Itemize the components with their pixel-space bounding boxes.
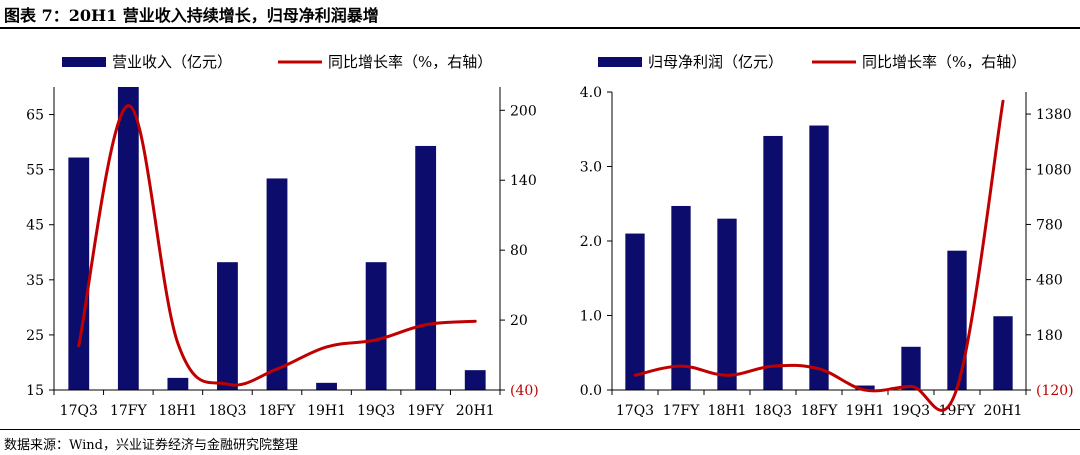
right-tick-label: 1080: [1036, 162, 1072, 178]
left-tick-label: 25: [26, 328, 44, 344]
bar: [717, 218, 737, 390]
x-tick-label: 20H1: [456, 403, 495, 419]
left-tick-label: 0.0: [580, 383, 602, 399]
left-tick-label: 65: [26, 108, 44, 124]
right-tick-label: 780: [1036, 217, 1063, 233]
x-tick-label: 18Q3: [208, 403, 246, 419]
net-profit-chart: 归母净利润（亿元） 同比增长率（%，右轴） 0.0 1.0 2.0 3.0 4.0 (120)…: [580, 53, 1074, 419]
bar: [809, 125, 829, 391]
left-tick-label: 55: [26, 163, 44, 179]
legend: 归母净利润（亿元） 同比增长率（%，右轴）: [598, 53, 1026, 71]
right-tick-label: (40): [510, 383, 539, 399]
x-tick-label: 18Q3: [754, 403, 792, 419]
x-tick-label: 17Q3: [60, 403, 98, 419]
x-tick-label: 18FY: [801, 403, 839, 419]
left-tick-label: 4.0: [580, 85, 602, 101]
bar: [266, 178, 288, 390]
bar: [763, 135, 783, 390]
x-tick-label: 19H1: [307, 403, 346, 419]
right-tick-label: 140: [510, 173, 537, 189]
figure-title: 图表 7：20H1 营业收入持续增长，归母净利润暴增: [4, 6, 379, 25]
title-rule: [0, 27, 1080, 29]
x-tick-label: 18FY: [259, 403, 297, 419]
left-tick-label: 15: [26, 383, 44, 399]
axes: 0.0 1.0 2.0 3.0 4.0 (120) 180 480 780 1080 1380 17Q…: [580, 85, 1074, 419]
bar: [167, 377, 189, 390]
bar: [901, 346, 921, 390]
x-tick-label: 19Q3: [892, 403, 930, 419]
bar: [316, 382, 337, 390]
x-tick-label: 18H1: [158, 403, 197, 419]
legend-line-label: 同比增长率（%，右轴）: [328, 53, 492, 71]
bar: [993, 316, 1013, 390]
x-tick-label: 17FY: [110, 403, 148, 419]
bar-series: [625, 125, 1013, 391]
bar: [855, 385, 875, 390]
revenue-chart: 营业收入（亿元） 同比增长率（%，右轴）152535455565(40)20801…: [26, 53, 539, 419]
bar: [947, 250, 967, 390]
growth-line-series: [633, 99, 1005, 412]
legend-line-label: 同比增长率（%，右轴）: [862, 53, 1026, 71]
left-tick-label: 2.0: [580, 234, 602, 250]
legend-bar-swatch: [598, 57, 642, 67]
legend-bar-swatch: [62, 57, 106, 67]
bar: [671, 205, 691, 390]
right-tick-label: (120): [1036, 383, 1074, 399]
axes: 15 25 35 45 55 65 (40) 20 80 140 200 17Q3 17FY 18H1 18…: [26, 87, 539, 419]
x-tick-label: 19FY: [407, 403, 445, 419]
right-tick-label: 480: [1036, 273, 1063, 289]
right-tick-label: 80: [510, 243, 528, 259]
legend-bar-label: 营业收入（亿元）: [112, 53, 232, 71]
bar: [365, 262, 387, 390]
bar: [217, 262, 238, 390]
right-tick-label: 1380: [1036, 107, 1072, 123]
left-tick-label: 1.0: [580, 309, 602, 325]
x-tick-label: 19H1: [846, 403, 885, 419]
right-tick-label: 20: [510, 313, 528, 329]
left-tick-label: 45: [26, 218, 44, 234]
bar: [415, 145, 437, 390]
x-tick-label: 17FY: [663, 403, 701, 419]
source-note: 数据来源：Wind，兴业证券经济与金融研究院整理: [4, 438, 298, 453]
bar: [625, 233, 645, 390]
x-tick-label: 17Q3: [616, 403, 654, 419]
growth-line-series: [77, 104, 477, 387]
bar: [68, 157, 90, 390]
bar: [117, 87, 139, 390]
left-tick-label: 35: [26, 273, 44, 289]
bar-series: [68, 87, 486, 390]
right-tick-label: 180: [1036, 328, 1063, 344]
legend-bar-label: 归母净利润（亿元）: [648, 53, 783, 71]
x-tick-label: 20H1: [984, 403, 1023, 419]
bar: [464, 370, 486, 390]
left-tick-label: 3.0: [580, 160, 602, 176]
source-rule: [0, 429, 1080, 430]
x-tick-label: 18H1: [708, 403, 747, 419]
right-tick-label: 200: [510, 103, 537, 119]
legend: 营业收入（亿元） 同比增长率（%，右轴）: [62, 53, 492, 71]
x-tick-label: 19Q3: [357, 403, 395, 419]
